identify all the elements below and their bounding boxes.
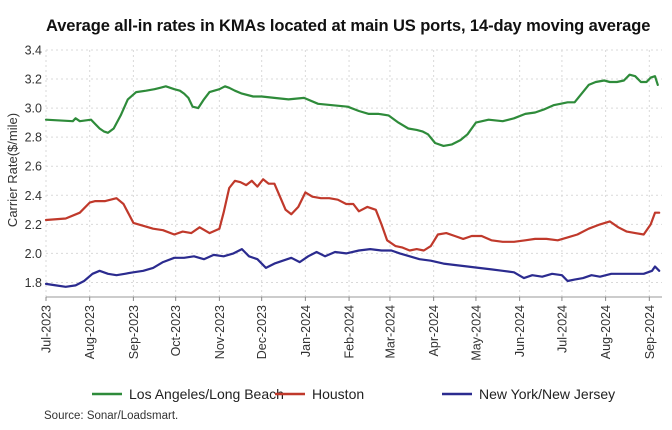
- x-tick-label: Mar-2024: [383, 305, 397, 359]
- x-axis-ticks: Jul-2023 Aug-2023 Sep-2023 Oct-2023 Nov-2023…: [40, 297, 657, 361]
- x-tick-label: Jan-2024: [299, 305, 313, 357]
- y-axis-label: Carrier Rate($/mile): [5, 113, 20, 227]
- x-tick-label: Jul-2023: [40, 305, 54, 353]
- x-tick-label: Jun-2024: [513, 305, 527, 357]
- y-tick-label: 3.2: [25, 73, 42, 87]
- legend-label: Houston: [312, 386, 364, 402]
- series-line-new-york-new-jersey: [44, 248, 661, 288]
- x-tick-label: Nov-2023: [213, 305, 227, 359]
- y-tick-label: 2.8: [25, 131, 42, 145]
- y-tick-label: 2.0: [25, 247, 42, 261]
- legend-label: New York/New Jersey: [479, 386, 615, 402]
- series-line-houston: [44, 178, 661, 252]
- x-tick-label: Jul-2024: [555, 305, 569, 353]
- y-tick-label: 1.8: [25, 276, 42, 290]
- x-tick-label: Aug-2024: [599, 305, 613, 359]
- y-tick-label: 3.0: [25, 102, 42, 116]
- y-axis-ticks: 1.8 2.0 2.2 2.4 2.6 2.8 3.0 3.2 3.4: [25, 44, 42, 290]
- legend-label: Los Angeles/Long Beach: [129, 386, 284, 402]
- grid-lines: [45, 49, 662, 298]
- y-tick-label: 2.4: [25, 189, 42, 203]
- y-tick-label: 2.6: [25, 160, 42, 174]
- y-tick-label: 2.2: [25, 218, 42, 232]
- x-tick-label: Oct-2023: [169, 305, 183, 356]
- x-tick-label: May-2024: [469, 305, 483, 361]
- x-tick-label: Dec-2023: [255, 305, 269, 359]
- y-tick-label: 3.4: [25, 44, 42, 58]
- x-tick-label: Feb-2024: [343, 305, 357, 359]
- x-tick-label: Sep-2024: [643, 305, 657, 359]
- x-tick-label: Apr-2024: [427, 305, 441, 356]
- x-tick-label: Aug-2023: [83, 305, 97, 359]
- source-note: Source: Sonar/Loadsmart.: [44, 410, 179, 422]
- legend: Los Angeles/Long Beach Houston New York/Ne…: [92, 386, 615, 402]
- series-lines: [44, 73, 661, 288]
- chart-title: Average all-in rates in KMAs located at …: [46, 17, 651, 35]
- series-line-los-angeles-long-beach: [44, 73, 659, 147]
- x-tick-label: Sep-2023: [127, 305, 141, 359]
